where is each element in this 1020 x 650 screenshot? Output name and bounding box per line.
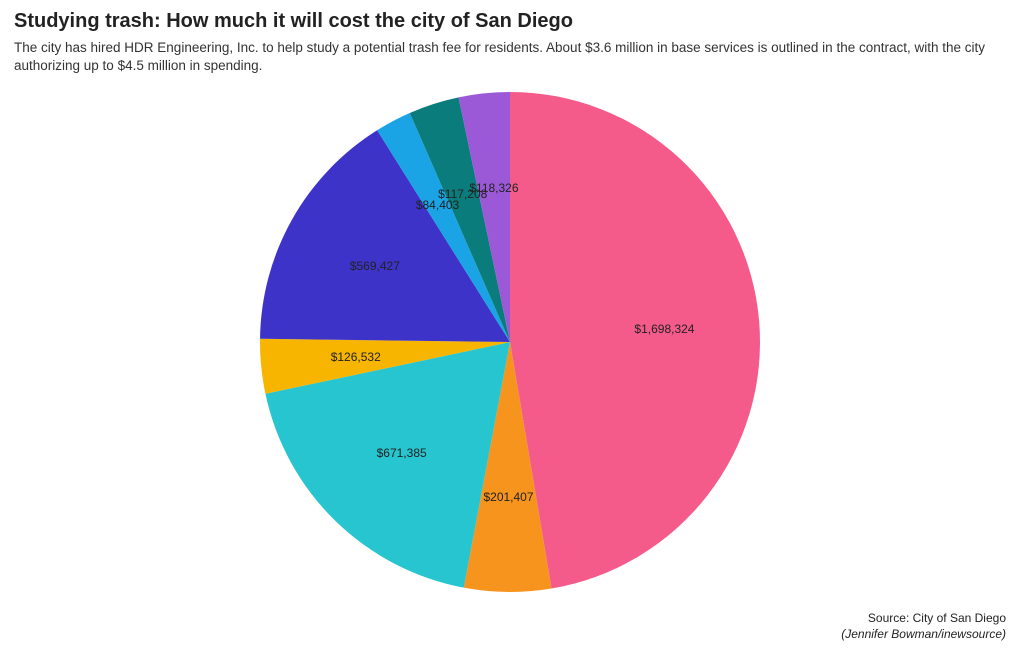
chart-zone: $1,698,324$201,407$671,385$126,532$569,4… — [0, 86, 1020, 600]
credit-line: (Jennifer Bowman/inewsource) — [841, 626, 1006, 642]
pie-slice-0 — [510, 92, 760, 589]
chart-container: Studying trash: How much it will cost th… — [0, 0, 1020, 650]
chart-title: Studying trash: How much it will cost th… — [14, 10, 1006, 33]
pie-chart — [258, 90, 762, 594]
source-line: Source: City of San Diego — [841, 610, 1006, 626]
chart-footer: Source: City of San Diego (Jennifer Bowm… — [841, 610, 1006, 642]
chart-subtitle: The city has hired HDR Engineering, Inc.… — [14, 39, 1006, 75]
